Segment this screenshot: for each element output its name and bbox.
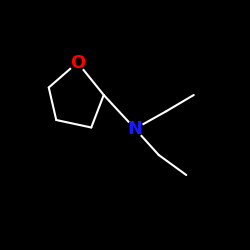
Circle shape: [127, 121, 143, 137]
Text: O: O: [70, 54, 85, 72]
Text: N: N: [128, 120, 142, 138]
Circle shape: [70, 54, 86, 70]
